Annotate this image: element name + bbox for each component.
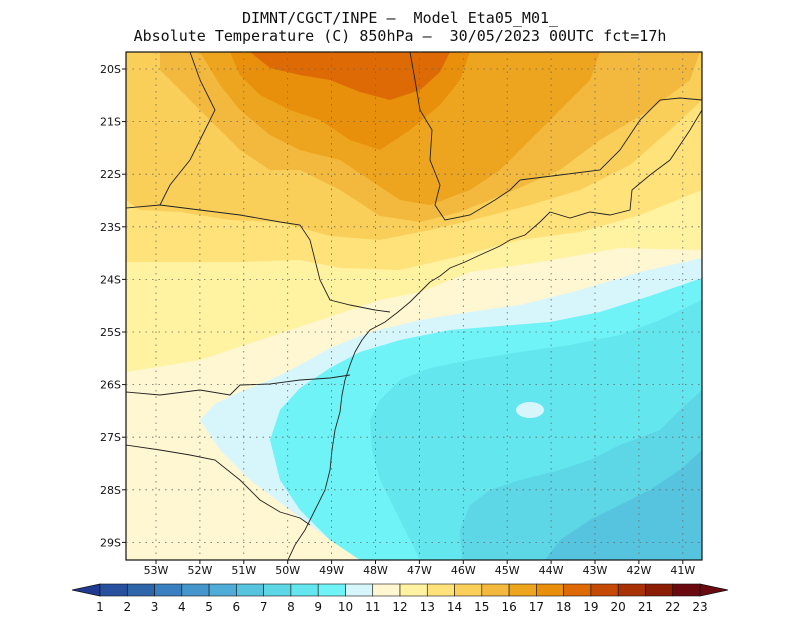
colorbar-label: 18 — [556, 600, 571, 614]
coastline — [287, 109, 702, 560]
longitude-labels: 53W 52W 51W 50W 49W 48W 47W 46W 45W 44W 43W 42W 41W — [144, 560, 695, 577]
field-patch-11 — [516, 402, 544, 418]
lon-label: 53W — [144, 564, 169, 577]
lat-label: 29S — [100, 536, 121, 549]
field-band-7 — [545, 450, 702, 560]
colorbar-label: 13 — [420, 600, 435, 614]
lon-label: 52W — [187, 564, 212, 577]
colorbar-label: 20 — [611, 600, 626, 614]
lon-label: 42W — [626, 564, 651, 577]
colorbar-swatch — [154, 583, 183, 597]
colorbar-label: 12 — [392, 600, 407, 614]
lon-label: 45W — [495, 564, 520, 577]
colorbar-label: 22 — [665, 600, 680, 614]
colorbar-swatch — [481, 583, 510, 597]
plot-frame — [125, 51, 703, 561]
colorbar-swatch — [208, 583, 237, 597]
lon-label: 49W — [319, 564, 344, 577]
lat-label: 28S — [100, 484, 121, 497]
lon-label: 44W — [539, 564, 564, 577]
colorbar-swatch — [563, 583, 592, 597]
colorbar-swatch — [508, 583, 537, 597]
lat-label: 23S — [100, 221, 121, 234]
border-sc-rs — [126, 444, 311, 526]
lon-label: 43W — [583, 564, 608, 577]
colorbar-swatch — [672, 583, 701, 597]
colorbar-swatch — [454, 583, 483, 597]
lon-label: 46W — [451, 564, 476, 577]
colorbar-label: 3 — [151, 600, 159, 614]
colorbar-label: 21 — [638, 600, 653, 614]
colorbar-swatch — [126, 583, 155, 597]
colorbar-label: 5 — [205, 600, 213, 614]
colorbar-label: 9 — [314, 600, 322, 614]
lon-label: 50W — [275, 564, 300, 577]
graticule — [126, 52, 702, 560]
lat-label: 20S — [100, 63, 121, 76]
colorbar-swatch — [263, 583, 292, 597]
colorbar-label: 19 — [583, 600, 598, 614]
colorbar-swatch — [645, 583, 674, 597]
latitude-labels: 20S 21S 22S 23S 24S 25S 26S 27S 28S 29S — [100, 63, 126, 549]
lon-label: 47W — [407, 564, 432, 577]
lon-label: 48W — [363, 564, 388, 577]
colorbar-swatch — [536, 583, 564, 597]
colorbar-arrow-right — [699, 583, 729, 597]
colorbar-label: 10 — [338, 600, 353, 614]
border-pr-sc — [126, 374, 351, 396]
colorbar-swatch — [99, 583, 128, 597]
chart-title-line-1: DIMNT/CGCT/INPE – Model Eta05_M01_ — [241, 9, 559, 27]
border-mg-rj — [519, 97, 702, 181]
colorbar-label: 15 — [474, 600, 489, 614]
colorbar-label: 1 — [96, 600, 104, 614]
colorbar-swatch — [345, 583, 374, 597]
chart-title-line-2: Absolute Temperature (C) 850hPa – 30/05/… — [133, 27, 667, 45]
colorbar-swatch — [181, 583, 210, 597]
temperature-field — [126, 52, 702, 560]
lat-label: 22S — [100, 168, 121, 181]
colorbar-label: 2 — [123, 600, 131, 614]
colorbar-swatch — [236, 583, 264, 597]
colorbar-swatch — [590, 583, 619, 597]
lat-label: 27S — [100, 431, 121, 444]
lon-label: 41W — [670, 564, 695, 577]
lat-label: 25S — [100, 326, 121, 339]
colorbar-swatch — [399, 583, 428, 597]
colorbar-label: 11 — [365, 600, 380, 614]
colorbar-label: 17 — [529, 600, 544, 614]
colorbar-swatch — [426, 583, 455, 597]
lat-label: 24S — [100, 273, 121, 286]
colorbar-label: 8 — [287, 600, 295, 614]
colorbar-swatch — [290, 583, 319, 597]
colorbar-arrow-left — [71, 583, 101, 597]
colorbar-swatch — [317, 583, 346, 597]
colorbar-swatch — [372, 583, 401, 597]
colorbar-label: 14 — [447, 600, 462, 614]
colorbar-label: 6 — [233, 600, 241, 614]
colorbar-label: 16 — [501, 600, 516, 614]
border-sp-pr — [126, 204, 391, 313]
colorbar-swatch — [617, 583, 646, 597]
lat-label: 21S — [100, 116, 121, 129]
border-ms-sp — [159, 52, 216, 206]
colorbar-label: 4 — [178, 600, 186, 614]
colorbar-label: 23 — [692, 600, 707, 614]
field-band-19 — [250, 52, 450, 100]
lat-label: 26S — [100, 379, 121, 392]
colorbar-label: 7 — [260, 600, 268, 614]
lon-label: 51W — [231, 564, 256, 577]
colorbar: 1 2 3 4 5 6 7 8 9 10 11 12 13 14 15 16 17 18 19 20 21 22 23 — [71, 583, 729, 614]
